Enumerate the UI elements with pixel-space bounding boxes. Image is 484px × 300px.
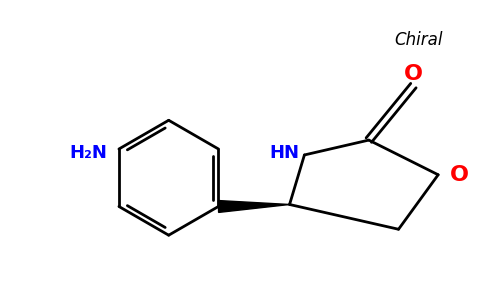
Text: O: O	[404, 64, 423, 84]
Text: H₂N: H₂N	[69, 144, 107, 162]
Text: O: O	[450, 165, 469, 185]
Polygon shape	[218, 200, 289, 212]
Text: Chiral: Chiral	[394, 31, 442, 49]
Text: HN: HN	[270, 144, 300, 162]
